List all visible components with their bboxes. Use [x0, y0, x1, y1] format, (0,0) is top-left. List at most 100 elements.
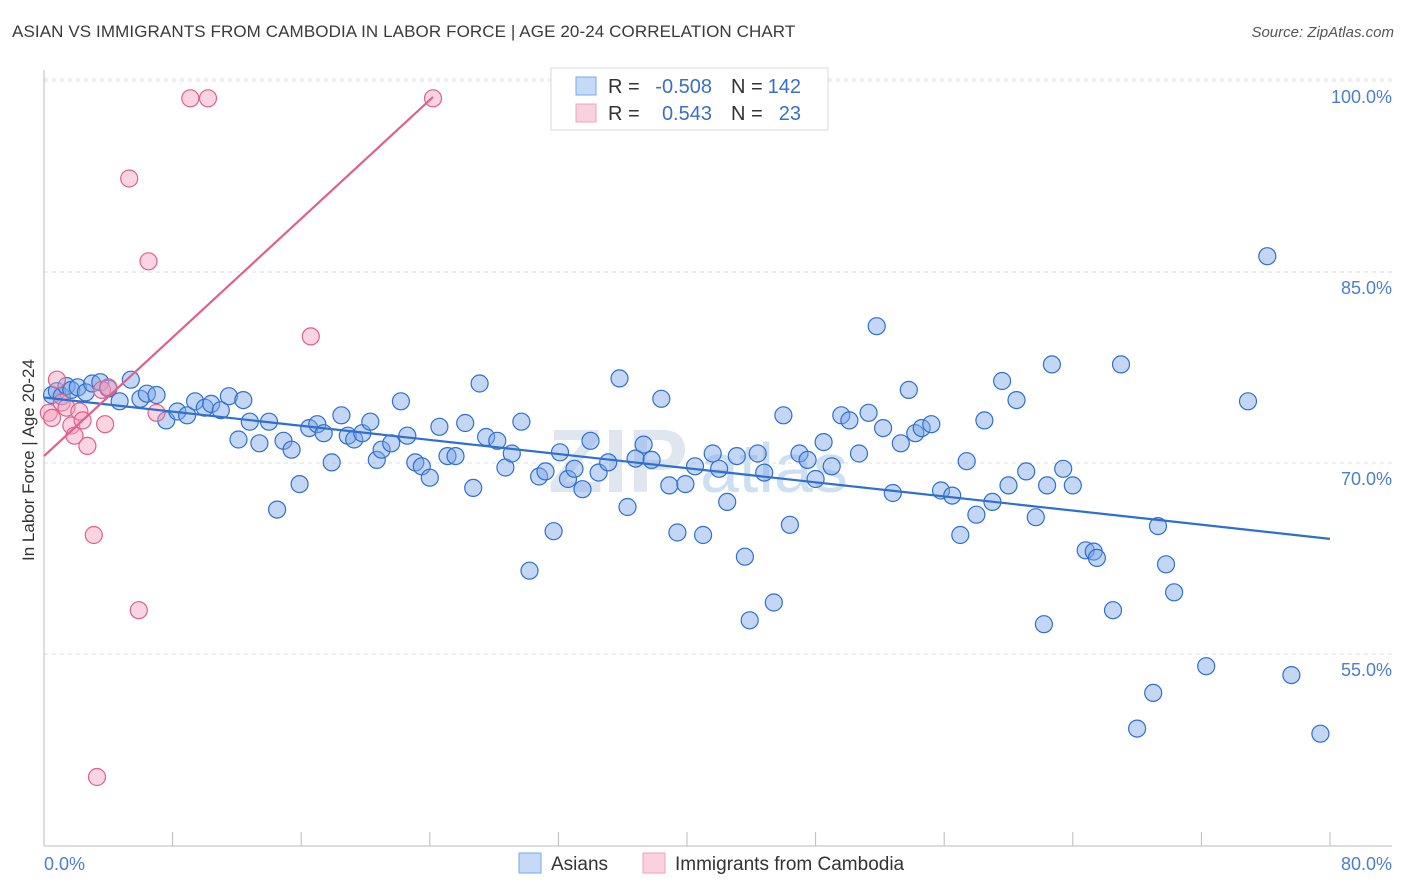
asians-point-95 — [806, 469, 825, 489]
y-tick-label-55: 55.0% — [1341, 660, 1392, 680]
asians-point-80 — [685, 457, 705, 476]
cambodia-point-17 — [139, 252, 158, 271]
asians-point-17 — [178, 406, 197, 425]
asians-trendline — [43, 396, 1331, 540]
asians-point-106 — [899, 380, 918, 399]
x-tick-label-max: 80.0% — [1341, 854, 1392, 874]
asians-point-52 — [456, 413, 475, 433]
cambodia-point-14 — [99, 378, 118, 397]
y-tick-label-100: 100.0% — [1331, 87, 1392, 107]
asians-point-65 — [558, 469, 578, 489]
cambodia-point-1 — [42, 408, 62, 427]
asians-point-103 — [873, 419, 893, 438]
asians-point-60 — [520, 561, 539, 580]
cambodia-point-11 — [87, 767, 107, 787]
watermark-zip: ZIP — [548, 412, 688, 512]
asians-point-89 — [755, 463, 774, 482]
asians-point-54 — [470, 374, 489, 393]
y-tick-label-70: 70.0% — [1341, 469, 1392, 489]
gridlines — [44, 78, 1392, 655]
asians-points — [42, 247, 1330, 743]
asians-point-126 — [1063, 476, 1082, 495]
asians-point-21 — [211, 401, 230, 420]
cambodia-point-16 — [129, 601, 148, 620]
asians-point-119 — [1007, 391, 1026, 410]
asians-point-82 — [703, 444, 722, 463]
cambodia-point-2 — [47, 370, 67, 389]
asians-point-102 — [867, 317, 886, 336]
x-tick-marks — [43, 832, 1331, 846]
asians-point-35 — [322, 453, 341, 472]
cambodia-point-21 — [301, 327, 320, 346]
asians-point-30 — [282, 440, 301, 459]
asians-point-120 — [1017, 462, 1036, 481]
asians-point-28 — [268, 500, 287, 519]
asians-point-132 — [1127, 719, 1147, 738]
asians-point-141 — [1311, 724, 1330, 743]
cambodia-point-20 — [198, 89, 218, 108]
asians-point-42 — [372, 440, 391, 459]
asians-point-22 — [219, 387, 238, 406]
legend-n-label-cambodia: N = — [731, 103, 763, 125]
asians-point-105 — [891, 434, 910, 453]
asians-point-91 — [774, 406, 793, 425]
asians-point-92 — [780, 515, 800, 534]
asians-point-133 — [1144, 683, 1163, 703]
legend-r-value-cambodia: 0.543 — [662, 103, 712, 125]
asians-point-67 — [573, 480, 592, 499]
asians-point-26 — [250, 434, 269, 453]
cambodia-point-9 — [78, 436, 97, 455]
legend-n-value-asians: 142 — [768, 76, 801, 98]
x-tick-label-min: 0.0% — [44, 854, 85, 874]
asians-point-94 — [798, 450, 817, 469]
asians-point-100 — [849, 444, 869, 463]
asians-point-64 — [550, 443, 570, 462]
asians-point-59 — [512, 412, 531, 431]
asians-point-131 — [1111, 355, 1131, 374]
asians-point-108 — [912, 419, 931, 438]
asians-point-101 — [859, 403, 878, 422]
asians-point-40 — [361, 412, 380, 431]
asians-point-49 — [430, 417, 449, 436]
asians-point-51 — [446, 447, 465, 466]
asians-point-104 — [883, 483, 902, 503]
legend-r-value-asians: -0.508 — [655, 76, 712, 98]
asians-point-66 — [565, 459, 584, 478]
asians-point-83 — [709, 459, 729, 478]
asians-point-62 — [536, 462, 555, 481]
asians-point-109 — [922, 415, 941, 434]
bottom-legend-label-cambodia: Immigrants from Cambodia — [675, 854, 905, 875]
cambodia-trendline — [43, 96, 434, 457]
asians-point-129 — [1087, 548, 1107, 568]
asians-point-137 — [1197, 657, 1216, 676]
asians-point-78 — [668, 523, 687, 542]
cambodia-point-15 — [120, 169, 139, 188]
y-tick-labels: 55.0% 70.0% 85.0% 100.0% — [1331, 87, 1392, 680]
asians-point-124 — [1042, 355, 1062, 374]
asians-point-72 — [618, 497, 637, 517]
asians-point-139 — [1258, 247, 1277, 266]
asians-point-88 — [748, 444, 767, 463]
asians-point-121 — [1026, 508, 1045, 527]
asians-point-90 — [764, 593, 783, 612]
asians-point-63 — [544, 522, 563, 541]
cambodia-point-13 — [95, 415, 115, 434]
asians-point-13 — [137, 384, 156, 403]
cambodia-point-0 — [39, 403, 58, 422]
asians-point-87 — [740, 611, 759, 630]
asians-point-112 — [951, 525, 970, 545]
legend-n-label-asians: N = — [731, 76, 763, 98]
asians-point-48 — [420, 468, 439, 487]
asians-point-20 — [202, 394, 221, 413]
legend-swatch-asians — [575, 76, 597, 96]
asians-point-86 — [735, 547, 755, 566]
asians-point-122 — [1034, 615, 1054, 634]
asians-point-117 — [992, 371, 1012, 391]
asians-point-68 — [581, 431, 600, 450]
asians-point-114 — [967, 505, 986, 524]
asians-point-23 — [229, 430, 248, 449]
asians-point-76 — [652, 389, 671, 408]
y-tick-label-85: 85.0% — [1341, 278, 1392, 298]
bottom-legend-swatch-asians — [518, 852, 542, 874]
bottom-legend-label-asians: Asians — [551, 854, 608, 875]
